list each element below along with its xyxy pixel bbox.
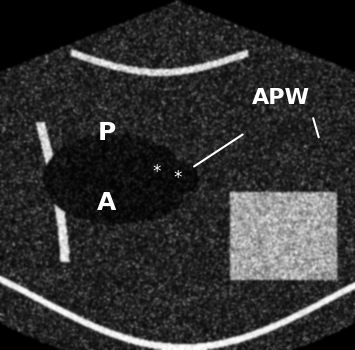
Text: APW: APW bbox=[251, 88, 310, 108]
Text: P: P bbox=[97, 121, 116, 145]
Text: *: * bbox=[152, 162, 160, 181]
Text: *: * bbox=[173, 169, 182, 188]
Text: A: A bbox=[97, 191, 116, 215]
